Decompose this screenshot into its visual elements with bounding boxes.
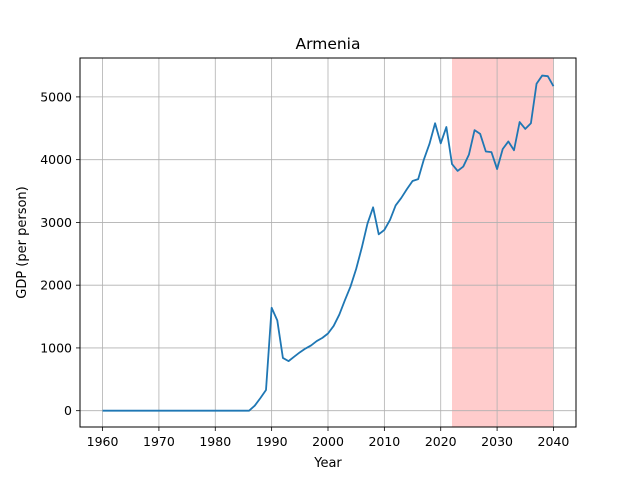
series-layer xyxy=(102,74,555,412)
x-tick-label: 2030 xyxy=(481,434,513,449)
x-tick-label: 2000 xyxy=(312,434,344,449)
x-tick-label: 2040 xyxy=(538,434,570,449)
x-tick-label: 2020 xyxy=(425,434,457,449)
y-tick-label: 2000 xyxy=(40,278,72,293)
y-tick-label: 3000 xyxy=(40,215,72,230)
gdp-series-line xyxy=(102,74,555,412)
chart-title: Armenia xyxy=(296,35,361,53)
x-tick-label: 2010 xyxy=(368,434,400,449)
y-tick-label: 1000 xyxy=(40,340,72,355)
y-tick-label: 4000 xyxy=(40,152,72,167)
x-tick-label: 1980 xyxy=(199,434,231,449)
x-tick-label: 1970 xyxy=(143,434,175,449)
y-tick-label: 5000 xyxy=(40,89,72,104)
x-axis-label: Year xyxy=(313,456,342,471)
tick-layer: 1960 1970 1980 1990 2000 2010 2020 2030 2040 0 100… xyxy=(40,89,569,449)
forecast-highlight-layer xyxy=(452,58,554,427)
y-axis-label: GDP (per person) xyxy=(15,186,30,299)
y-tick-label: 0 xyxy=(64,403,72,418)
x-tick-label: 1960 xyxy=(87,434,119,449)
forecast-span xyxy=(452,58,554,427)
x-tick-label: 1990 xyxy=(256,434,288,449)
